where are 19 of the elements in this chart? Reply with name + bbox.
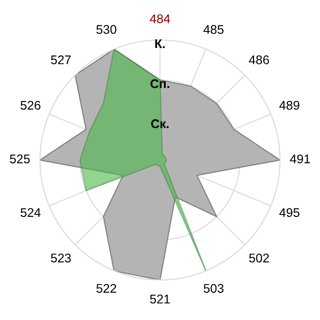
spoke-label: 495 — [279, 208, 300, 217]
spoke-label: 522 — [96, 284, 116, 293]
spoke-label: 530 — [96, 25, 116, 34]
spoke-label: 484 — [150, 14, 170, 24]
spoke-label: 489 — [279, 100, 300, 110]
y-tick-label: Сп. — [150, 79, 170, 88]
spoke-label: 527 — [50, 55, 71, 64]
spoke-label: 525 — [10, 154, 30, 164]
spoke-label: 503 — [204, 284, 224, 293]
spoke-label: 521 — [150, 294, 170, 304]
spoke-label: 502 — [249, 254, 269, 262]
spoke-label: 523 — [50, 254, 71, 262]
spoke-label: 524 — [20, 208, 41, 217]
y-tick-label: К. — [155, 39, 165, 48]
spoke-label: 526 — [20, 100, 40, 110]
spoke-label: 485 — [203, 25, 224, 34]
spoke-label: 491 — [290, 154, 310, 164]
spoke-label: 486 — [248, 55, 269, 64]
y-tick-label: Ск. — [151, 119, 169, 128]
